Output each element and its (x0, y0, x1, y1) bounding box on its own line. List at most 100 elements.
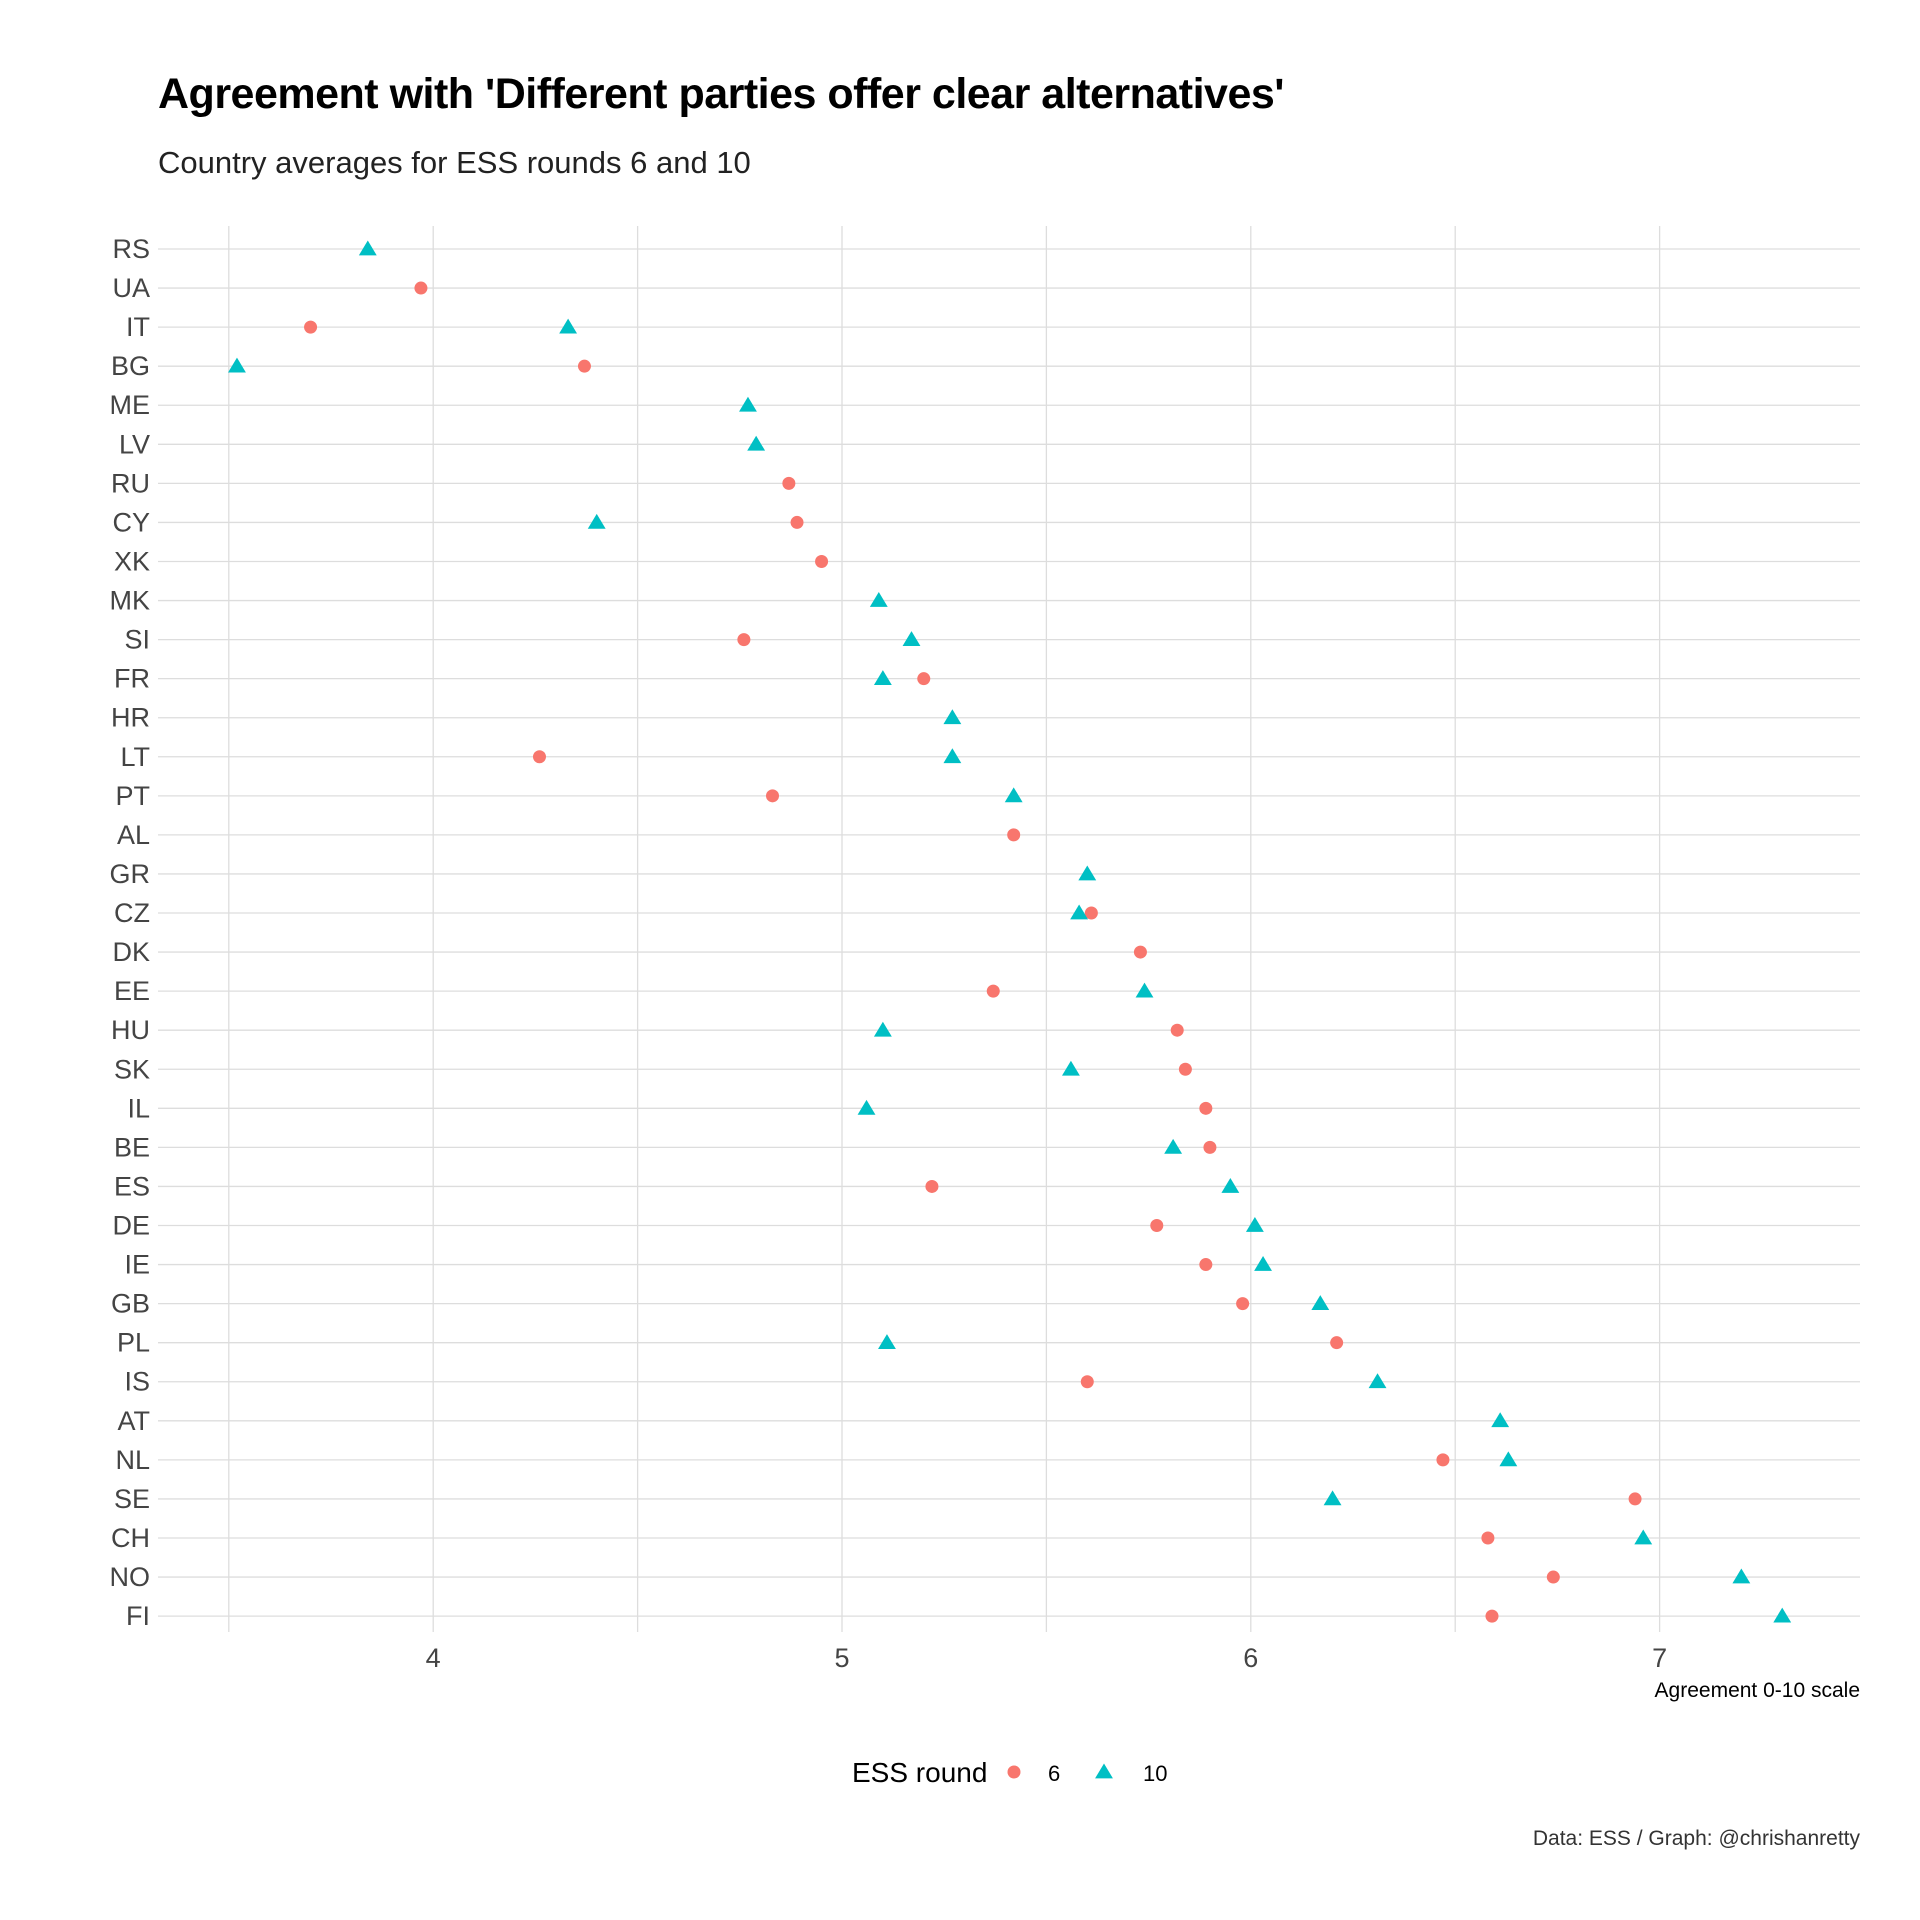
y-tick-label: HR (111, 703, 150, 733)
point-round-10 (943, 709, 962, 725)
point-round-10 (1311, 1295, 1330, 1310)
y-tick-label: IE (124, 1250, 150, 1280)
y-tick-label: CH (111, 1523, 150, 1553)
y-tick-label: NO (110, 1562, 151, 1592)
point-round-6 (1199, 1101, 1213, 1115)
point-round-10 (943, 748, 962, 764)
y-tick-label: NL (115, 1445, 150, 1475)
point-round-10 (1634, 1529, 1653, 1545)
y-tick-label: FI (126, 1601, 150, 1631)
point-round-6 (1628, 1492, 1642, 1506)
point-round-10 (739, 396, 757, 412)
point-round-6 (1199, 1258, 1213, 1272)
point-round-10 (747, 435, 766, 451)
point-round-10 (1368, 1373, 1387, 1389)
point-round-10 (1078, 865, 1097, 881)
point-round-6 (737, 633, 751, 647)
point-round-6 (1150, 1219, 1164, 1232)
point-round-6 (1178, 1062, 1192, 1076)
y-tick-label: BE (114, 1132, 150, 1162)
point-round-10 (878, 1334, 896, 1350)
point-round-10 (1135, 982, 1154, 998)
x-tick-label: 6 (1243, 1643, 1258, 1673)
y-tick-label: MK (110, 586, 151, 616)
legend-key-round-10 (1095, 1763, 1113, 1779)
point-round-10 (873, 1021, 892, 1037)
point-round-10 (587, 513, 606, 529)
y-tick-label: GB (111, 1289, 150, 1319)
point-round-6 (1436, 1453, 1450, 1467)
legend: ESS round 6 10 (852, 1757, 1167, 1788)
y-tick-label: PT (115, 781, 150, 811)
y-tick-label: LV (119, 429, 150, 459)
point-round-6 (782, 476, 796, 490)
point-round-6 (1546, 1570, 1560, 1584)
y-tick-label: SI (124, 625, 150, 655)
grid-lines (158, 226, 1860, 1632)
point-round-6 (1170, 1023, 1184, 1037)
point-round-6 (766, 789, 780, 803)
point-round-10 (902, 631, 921, 646)
point-round-6 (790, 515, 804, 529)
point-round-10 (228, 357, 246, 373)
point-round-10 (1245, 1217, 1264, 1232)
chart-title: Agreement with 'Different parties offer … (158, 70, 1285, 118)
y-tick-label: EE (114, 976, 150, 1006)
data-points (228, 240, 1792, 1623)
y-tick-label: ME (110, 390, 151, 420)
point-round-10 (1323, 1490, 1342, 1506)
chart-caption: Data: ESS / Graph: @chrishanretty (1532, 1827, 1860, 1850)
point-round-6 (986, 984, 1000, 998)
point-round-6 (925, 1179, 939, 1193)
y-tick-label: CZ (114, 898, 150, 928)
y-tick-label: RS (112, 234, 150, 264)
point-round-6 (1485, 1609, 1499, 1623)
point-round-10 (869, 592, 888, 607)
point-round-10 (1732, 1568, 1751, 1584)
y-tick-label: RU (111, 468, 150, 498)
point-round-6 (532, 750, 546, 764)
point-round-10 (857, 1099, 876, 1115)
point-round-10 (1221, 1177, 1240, 1193)
y-tick-label: BG (111, 351, 150, 381)
point-round-6 (1080, 1375, 1094, 1389)
point-round-6 (815, 554, 829, 568)
y-tick-label: HU (111, 1015, 150, 1045)
legend-title: ESS round (852, 1757, 987, 1788)
point-round-6 (1007, 828, 1021, 842)
y-tick-label: IS (124, 1367, 150, 1397)
y-tick-label: AL (117, 820, 150, 850)
y-tick-label: PL (117, 1328, 150, 1358)
point-round-6 (1481, 1531, 1495, 1545)
y-tick-label: DE (112, 1211, 150, 1241)
point-round-6 (577, 359, 591, 373)
y-tick-label: FR (114, 664, 150, 694)
point-round-10 (1164, 1138, 1183, 1154)
point-round-6 (1236, 1297, 1250, 1311)
y-tick-label: UA (112, 273, 150, 303)
y-tick-label: DK (112, 937, 150, 967)
y-tick-label: ES (114, 1171, 150, 1201)
point-round-10 (1499, 1451, 1518, 1467)
y-tick-label: SK (114, 1054, 150, 1084)
point-round-6 (1133, 945, 1147, 959)
y-axis-tick-labels: RS UA IT BG ME LV RU CY XK MK SI FR HR LT PT AL GR CZ DK EE… (110, 234, 151, 1631)
x-axis-title: Agreement 0-10 scale (1655, 1679, 1860, 1702)
point-round-10 (1070, 904, 1089, 920)
y-tick-label: IL (127, 1093, 150, 1123)
legend-key-round-6 (1007, 1765, 1021, 1779)
y-tick-label: IT (126, 312, 150, 342)
point-round-10 (1491, 1412, 1510, 1428)
point-round-10 (1004, 787, 1023, 803)
y-tick-label: SE (114, 1484, 150, 1514)
point-round-10 (1062, 1060, 1080, 1076)
point-round-6 (304, 320, 318, 334)
point-round-10 (1773, 1607, 1792, 1623)
point-round-6 (1084, 906, 1098, 920)
y-tick-label: AT (118, 1406, 151, 1436)
y-tick-label: XK (114, 546, 150, 576)
point-round-10 (873, 670, 892, 686)
x-tick-label: 4 (426, 1643, 441, 1673)
point-round-10 (1254, 1256, 1272, 1271)
